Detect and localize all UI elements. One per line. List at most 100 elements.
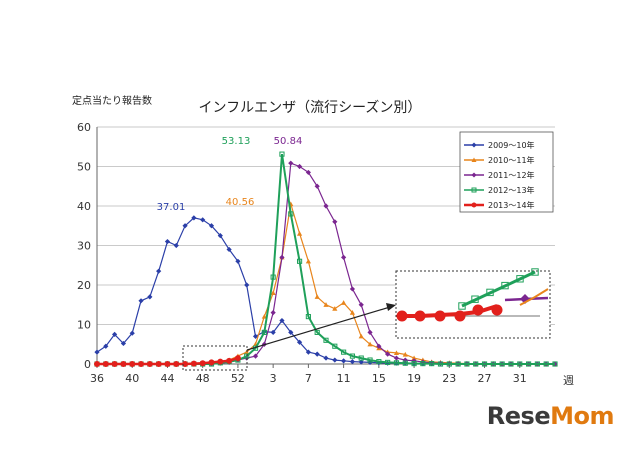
data-point (164, 238, 171, 245)
data-point (129, 361, 136, 367)
data-point (458, 302, 466, 310)
data-point (402, 360, 408, 366)
data-point (323, 355, 329, 361)
data-point (270, 329, 276, 335)
data-point (367, 357, 373, 363)
zoom-arrowhead (386, 303, 396, 311)
data-point (420, 359, 426, 365)
y-axis-label: 定点当たり報告数 (72, 94, 152, 107)
data-point (499, 361, 505, 367)
data-point (182, 361, 189, 367)
data-point (486, 288, 494, 297)
chart-title: インフルエンザ（流行シーズン別） (199, 100, 422, 116)
data-point (376, 343, 382, 349)
x-tick-label: 48 (196, 372, 210, 385)
y-tick-label: 50 (77, 161, 91, 174)
data-point (471, 187, 477, 193)
data-point (314, 294, 320, 299)
y-tick-labels: 0 10 20 30 40 50 60 (77, 121, 91, 371)
peak-label: 50.84 (274, 136, 303, 147)
data-point (349, 353, 356, 359)
data-point (516, 275, 524, 283)
data-point (120, 361, 127, 367)
y-tick-label: 60 (77, 121, 91, 134)
data-point (534, 361, 540, 367)
data-point (147, 294, 153, 300)
data-point (103, 343, 109, 349)
x-tick-label: 19 (407, 372, 421, 385)
data-point (411, 358, 417, 364)
data-point (173, 242, 179, 249)
data-point (396, 310, 408, 322)
zoom-inset-box (395, 270, 551, 339)
legend: 2009〜10年 2010〜11年 2011〜12年 2012〜13年 2013〜14年 (459, 131, 554, 213)
data-point (155, 361, 162, 367)
data-point (234, 355, 241, 362)
data-point (314, 351, 320, 357)
x-tick-label: 40 (125, 372, 139, 385)
data-point (129, 330, 135, 336)
data-point (288, 160, 294, 166)
data-point (411, 355, 417, 361)
data-point (190, 360, 197, 367)
data-point (517, 361, 523, 367)
zoom-inset (182, 268, 551, 371)
data-point (208, 223, 215, 229)
data-point (323, 302, 329, 307)
x-tick-label: 23 (442, 372, 456, 385)
data-point (358, 302, 364, 308)
x-axis-label: 週 (563, 374, 574, 387)
data-point (146, 361, 153, 367)
data-point (341, 300, 347, 305)
resemom-logo: ReseMom (487, 402, 615, 430)
data-point (552, 361, 558, 367)
data-point (402, 351, 408, 357)
data-point (531, 268, 539, 276)
data-point (455, 361, 461, 367)
data-point (270, 310, 276, 316)
data-point (199, 360, 206, 367)
data-point (437, 361, 444, 367)
x-tick-label: 44 (160, 372, 174, 385)
data-point (323, 337, 329, 343)
x-tick-label: 15 (372, 372, 386, 385)
data-point (226, 246, 232, 253)
inset-line-2010-11 (519, 288, 549, 306)
data-point (434, 310, 446, 322)
data-point (358, 359, 364, 365)
data-point (296, 231, 303, 236)
x-tick-labels: 36 40 44 48 52 3 7 11 15 19 23 27 31 (90, 364, 527, 385)
data-point (226, 357, 233, 364)
series-4 (94, 355, 241, 367)
data-point (471, 142, 477, 148)
data-point (217, 233, 223, 239)
data-point (296, 258, 303, 264)
data-point (491, 304, 503, 316)
data-point (94, 361, 100, 367)
data-point (341, 349, 347, 355)
data-point (305, 314, 311, 320)
legend-label: 2010〜11年 (488, 155, 535, 165)
inset-line-2012-13 (461, 270, 536, 308)
y-tick-label: 0 (84, 358, 91, 371)
data-point (305, 349, 311, 355)
x-tick-label: 11 (337, 372, 351, 385)
data-point (358, 333, 364, 339)
peak-label: 37.01 (157, 202, 186, 213)
data-point (314, 183, 320, 189)
data-point (296, 163, 303, 170)
data-point (217, 358, 224, 365)
y-tick-label: 30 (77, 240, 91, 253)
data-point (341, 254, 347, 260)
data-point (393, 360, 400, 366)
data-point (94, 349, 100, 355)
data-point (385, 351, 391, 357)
data-point (543, 361, 549, 367)
x-tick-label: 7 (305, 372, 312, 385)
data-point (471, 202, 477, 208)
data-point (471, 172, 477, 178)
data-point (349, 286, 356, 292)
data-point (411, 361, 417, 367)
data-point (164, 361, 171, 367)
data-point (279, 254, 285, 260)
